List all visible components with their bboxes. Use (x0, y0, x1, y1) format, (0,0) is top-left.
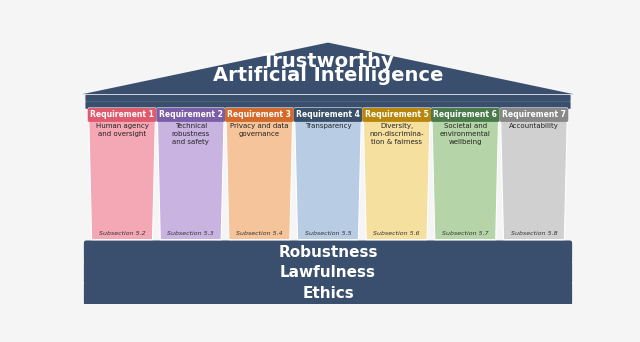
Text: Societal and
environmental
wellbeing: Societal and environmental wellbeing (440, 123, 491, 145)
FancyBboxPatch shape (85, 95, 571, 102)
Polygon shape (500, 108, 568, 240)
FancyBboxPatch shape (85, 102, 571, 109)
Text: Requirement 7: Requirement 7 (502, 110, 566, 119)
Polygon shape (88, 108, 156, 240)
Polygon shape (83, 43, 573, 94)
FancyBboxPatch shape (156, 108, 225, 122)
Text: Transparency: Transparency (305, 123, 351, 129)
Polygon shape (294, 108, 362, 240)
Text: Diversity,
non-discrimina-
tion & fairness: Diversity, non-discrimina- tion & fairne… (369, 123, 424, 145)
Text: Requirement 2: Requirement 2 (159, 110, 223, 119)
Text: Subsection 5.4: Subsection 5.4 (236, 231, 283, 236)
Polygon shape (226, 108, 293, 240)
Text: Requirement 3: Requirement 3 (227, 110, 291, 119)
Text: Subsection 5.2: Subsection 5.2 (99, 231, 145, 236)
Text: Subsection 5.8: Subsection 5.8 (511, 231, 557, 236)
Polygon shape (157, 108, 224, 240)
Polygon shape (432, 108, 499, 240)
Text: Robustness: Robustness (278, 245, 378, 260)
Text: Subsection 5.7: Subsection 5.7 (442, 231, 488, 236)
Text: Subsection 5.6: Subsection 5.6 (373, 231, 420, 236)
Text: Subsection 5.5: Subsection 5.5 (305, 231, 351, 236)
FancyBboxPatch shape (84, 240, 572, 264)
Text: Trustworthy: Trustworthy (262, 52, 394, 71)
Text: Lawfulness: Lawfulness (280, 265, 376, 280)
Text: Artificial Intelligence: Artificial Intelligence (213, 66, 443, 85)
Polygon shape (363, 108, 430, 240)
Text: Technical
robustness
and safety: Technical robustness and safety (172, 123, 210, 145)
Text: Ethics: Ethics (302, 286, 354, 301)
FancyBboxPatch shape (84, 261, 572, 284)
FancyBboxPatch shape (225, 108, 294, 122)
Text: Requirement 5: Requirement 5 (365, 110, 429, 119)
FancyBboxPatch shape (362, 108, 431, 122)
FancyBboxPatch shape (294, 108, 362, 122)
Text: Privacy and data
governance: Privacy and data governance (230, 123, 289, 137)
Text: Human agency
and oversight: Human agency and oversight (95, 123, 148, 137)
FancyBboxPatch shape (431, 108, 500, 122)
Text: Requirement 6: Requirement 6 (433, 110, 497, 119)
Text: Accountability: Accountability (509, 123, 559, 129)
FancyBboxPatch shape (88, 108, 156, 122)
FancyBboxPatch shape (84, 282, 572, 305)
Text: Requirement 1: Requirement 1 (90, 110, 154, 119)
Text: Subsection 5.3: Subsection 5.3 (168, 231, 214, 236)
FancyBboxPatch shape (500, 108, 568, 122)
Text: Requirement 4: Requirement 4 (296, 110, 360, 119)
